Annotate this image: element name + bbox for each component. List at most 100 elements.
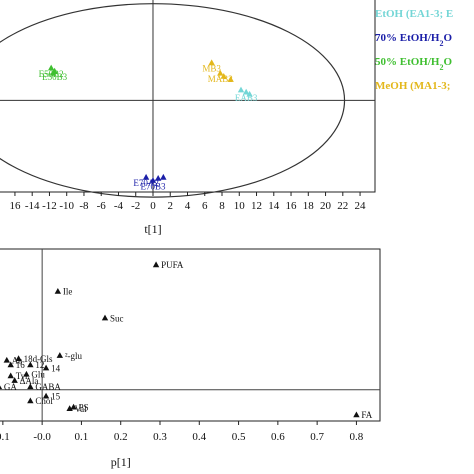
loading-point-label: FA xyxy=(361,410,372,420)
score-plot-frame xyxy=(0,0,376,193)
loading-point-label: PUFA xyxy=(161,260,184,270)
loading-x-tick-label: 0.4 xyxy=(192,431,206,443)
score-point xyxy=(217,69,224,76)
loading-x-tick-label: -0.0 xyxy=(33,431,51,443)
loading-point-label: 12 xyxy=(35,360,44,370)
score-point xyxy=(142,173,150,180)
legend-entry: 70% EtOH/H2O xyxy=(375,32,452,48)
score-x-tick-label: 10 xyxy=(234,200,246,212)
loading-point xyxy=(3,356,10,363)
score-x-tick-label: 16 xyxy=(286,200,298,212)
loading-point xyxy=(15,355,22,362)
loading-point xyxy=(42,364,50,371)
loading-point xyxy=(7,361,14,368)
loading-point-label: 16 xyxy=(16,360,26,370)
loading-point xyxy=(101,314,109,321)
loading-point xyxy=(27,361,34,368)
loading-x-tick-label: 0.8 xyxy=(350,431,364,443)
legend-entry: 50% EtOH/H2O xyxy=(375,56,452,72)
loading-point xyxy=(11,377,18,383)
loading-point-label: ΔAla xyxy=(20,376,39,386)
score-x-tick-label: 4 xyxy=(185,200,191,212)
loading-point-label: Glu xyxy=(31,370,45,380)
loading-point-label: Chol xyxy=(35,396,53,406)
score-point xyxy=(237,86,245,93)
loading-point-label: Suc xyxy=(110,313,124,323)
score-x-tick-label: 16 xyxy=(9,200,21,212)
loading-point xyxy=(353,411,360,418)
score-x-tick-label: -12 xyxy=(42,200,57,212)
score-x-tick-label: -8 xyxy=(79,200,89,212)
score-x-axis-title: t[1] xyxy=(144,222,161,236)
loading-point xyxy=(56,352,64,358)
loading-point xyxy=(152,261,160,268)
loading-x-tick-label: 0.2 xyxy=(114,431,128,443)
score-x-tick-label: 14 xyxy=(268,200,280,212)
legend-entry: MeOH (MA1-3; xyxy=(375,80,450,92)
loading-point-label: Tyr xyxy=(16,371,28,381)
loading-point xyxy=(23,370,30,377)
score-point xyxy=(160,173,167,180)
loading-x-tick-label: 0.3 xyxy=(153,431,167,443)
loading-point-label: 14 xyxy=(51,363,61,373)
score-x-tick-label: 20 xyxy=(320,200,332,212)
score-point xyxy=(246,90,253,97)
score-x-tick-label: 24 xyxy=(355,200,367,212)
score-point-label: E70A2 xyxy=(133,178,159,188)
loading-point xyxy=(54,288,62,294)
score-point xyxy=(149,177,157,183)
loading-x-tick-label: 0.1 xyxy=(75,431,89,443)
loading-point-label: Ile xyxy=(63,287,73,297)
legend-entry: EtOH (EA1-3; E xyxy=(375,8,453,20)
loading-x-tick-label: 0.5 xyxy=(232,431,246,443)
loading-x-tick-label: 0.7 xyxy=(310,431,324,443)
loading-point-label: Aa xyxy=(12,356,22,366)
loading-point xyxy=(27,397,34,404)
loading-point-label: Val xyxy=(75,404,87,414)
loading-plot: 0.1 -0.0 0.1 0.2 0.3 0.4 0.5 0.6 0.7 0.8 p[1] PUFA I… xyxy=(0,248,381,469)
score-plot-legend: EtOH (EA1-3; E 70% EtOH/H2O 50% EtOH/H2O Me… xyxy=(375,8,453,92)
score-x-tick-label: -14 xyxy=(25,200,40,212)
score-x-tick-label: 0 xyxy=(150,200,156,212)
loading-x-axis-title: p[1] xyxy=(111,455,131,469)
score-point xyxy=(49,69,57,76)
score-point xyxy=(47,64,55,71)
score-x-tick-label: -10 xyxy=(59,200,74,212)
score-x-tick-label: 2 xyxy=(167,200,173,212)
score-x-tick-label: -4 xyxy=(114,200,124,212)
score-x-tick-label: -2 xyxy=(131,200,140,212)
loading-point xyxy=(70,403,77,410)
score-point-label: EAB3 xyxy=(235,93,258,103)
loading-point-label: GABA xyxy=(35,382,61,392)
hotelling-ellipse xyxy=(0,3,346,198)
loading-plot-frame xyxy=(0,248,381,422)
loading-point xyxy=(42,392,50,399)
score-x-tick-label: 18 xyxy=(303,200,315,212)
score-point-label: E50B3 xyxy=(42,72,68,82)
loading-point-label: 15 xyxy=(51,391,61,401)
score-x-tick-label: 12 xyxy=(251,200,262,212)
score-point-label: MB3 xyxy=(202,64,221,74)
score-point xyxy=(220,73,227,79)
score-point xyxy=(154,174,162,181)
score-x-tick-label: 8 xyxy=(219,200,225,212)
score-point xyxy=(242,88,250,95)
loading-x-tick-label: 0.1 xyxy=(0,431,10,443)
loading-point-label: PS xyxy=(79,402,89,412)
score-x-tick-label: 6 xyxy=(202,200,208,212)
loading-point-label: 18d-Gls xyxy=(24,354,53,364)
loading-point xyxy=(66,405,73,412)
score-x-tick-label: 22 xyxy=(337,200,348,212)
loading-point xyxy=(0,385,3,390)
score-point xyxy=(208,59,215,66)
score-plot: 16 -14 -12 -10 -8 -6 -4 -2 0 2 4 6 8 10 12 14 16 18 20 22 24… xyxy=(0,0,376,236)
loading-point-label: ²-glu xyxy=(65,351,83,361)
score-point-label: MAB2 xyxy=(208,74,233,84)
score-x-tick-label: -6 xyxy=(97,200,107,212)
loading-point xyxy=(27,383,34,390)
score-point-label: E70B3 xyxy=(140,181,166,191)
loading-point-label: GA xyxy=(4,382,17,392)
loading-x-tick-label: 0.6 xyxy=(271,431,285,443)
score-point xyxy=(227,76,234,82)
